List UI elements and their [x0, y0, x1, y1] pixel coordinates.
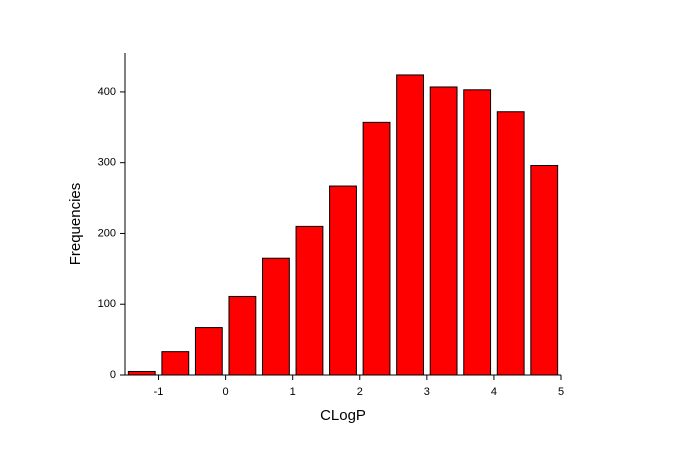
bar [396, 74, 424, 376]
y-axis-label: Frequencies [67, 183, 84, 266]
bar [329, 185, 357, 376]
bar [127, 370, 156, 376]
x-tick-label: 3 [424, 386, 430, 398]
bar [429, 86, 458, 376]
y-tick-label: 0 [110, 369, 116, 381]
bar [194, 327, 223, 376]
bar [463, 89, 492, 376]
bar [295, 225, 324, 376]
x-tick-label: 1 [290, 386, 296, 398]
y-tick-label: 200 [98, 227, 116, 239]
bar [161, 351, 190, 376]
y-tick-label: 300 [98, 157, 116, 169]
y-tick-label: 400 [98, 86, 116, 98]
bar [228, 295, 257, 376]
bar [362, 121, 391, 376]
y-tick-label: 100 [98, 298, 116, 310]
x-tick-label: 4 [491, 386, 497, 398]
bar [262, 257, 290, 376]
x-tick-label: 5 [558, 386, 564, 398]
x-tick-label: -1 [154, 386, 164, 398]
x-tick-label: 2 [357, 386, 363, 398]
bar [530, 165, 559, 376]
x-tick-label: 0 [223, 386, 229, 398]
bar [496, 111, 525, 376]
x-axis-label: CLogP [320, 407, 366, 424]
